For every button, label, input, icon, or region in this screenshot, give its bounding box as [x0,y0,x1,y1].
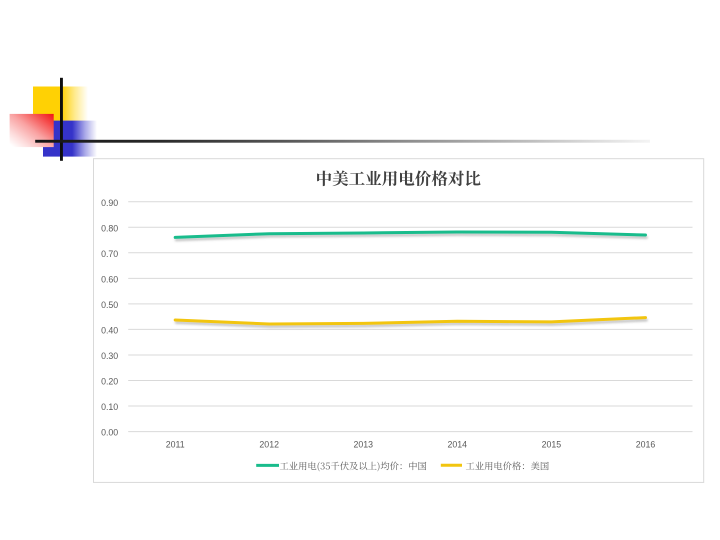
svg-text:0.30: 0.30 [101,351,118,361]
svg-text:0.10: 0.10 [101,402,118,412]
svg-text:2015: 2015 [542,440,562,450]
svg-text:0.80: 0.80 [101,223,118,233]
svg-text:0.90: 0.90 [101,198,118,208]
svg-text:2011: 2011 [166,440,185,450]
svg-text:2012: 2012 [259,440,279,450]
svg-text:0.50: 0.50 [101,300,118,310]
svg-text:2016: 2016 [636,440,656,450]
svg-text:0.00: 0.00 [101,428,118,438]
svg-text:2014: 2014 [448,440,468,450]
svg-text:2013: 2013 [354,440,374,450]
svg-text:0.70: 0.70 [101,249,118,259]
svg-text:0.40: 0.40 [101,326,118,336]
svg-text:0.60: 0.60 [101,274,118,284]
svg-text:0.20: 0.20 [101,377,118,387]
